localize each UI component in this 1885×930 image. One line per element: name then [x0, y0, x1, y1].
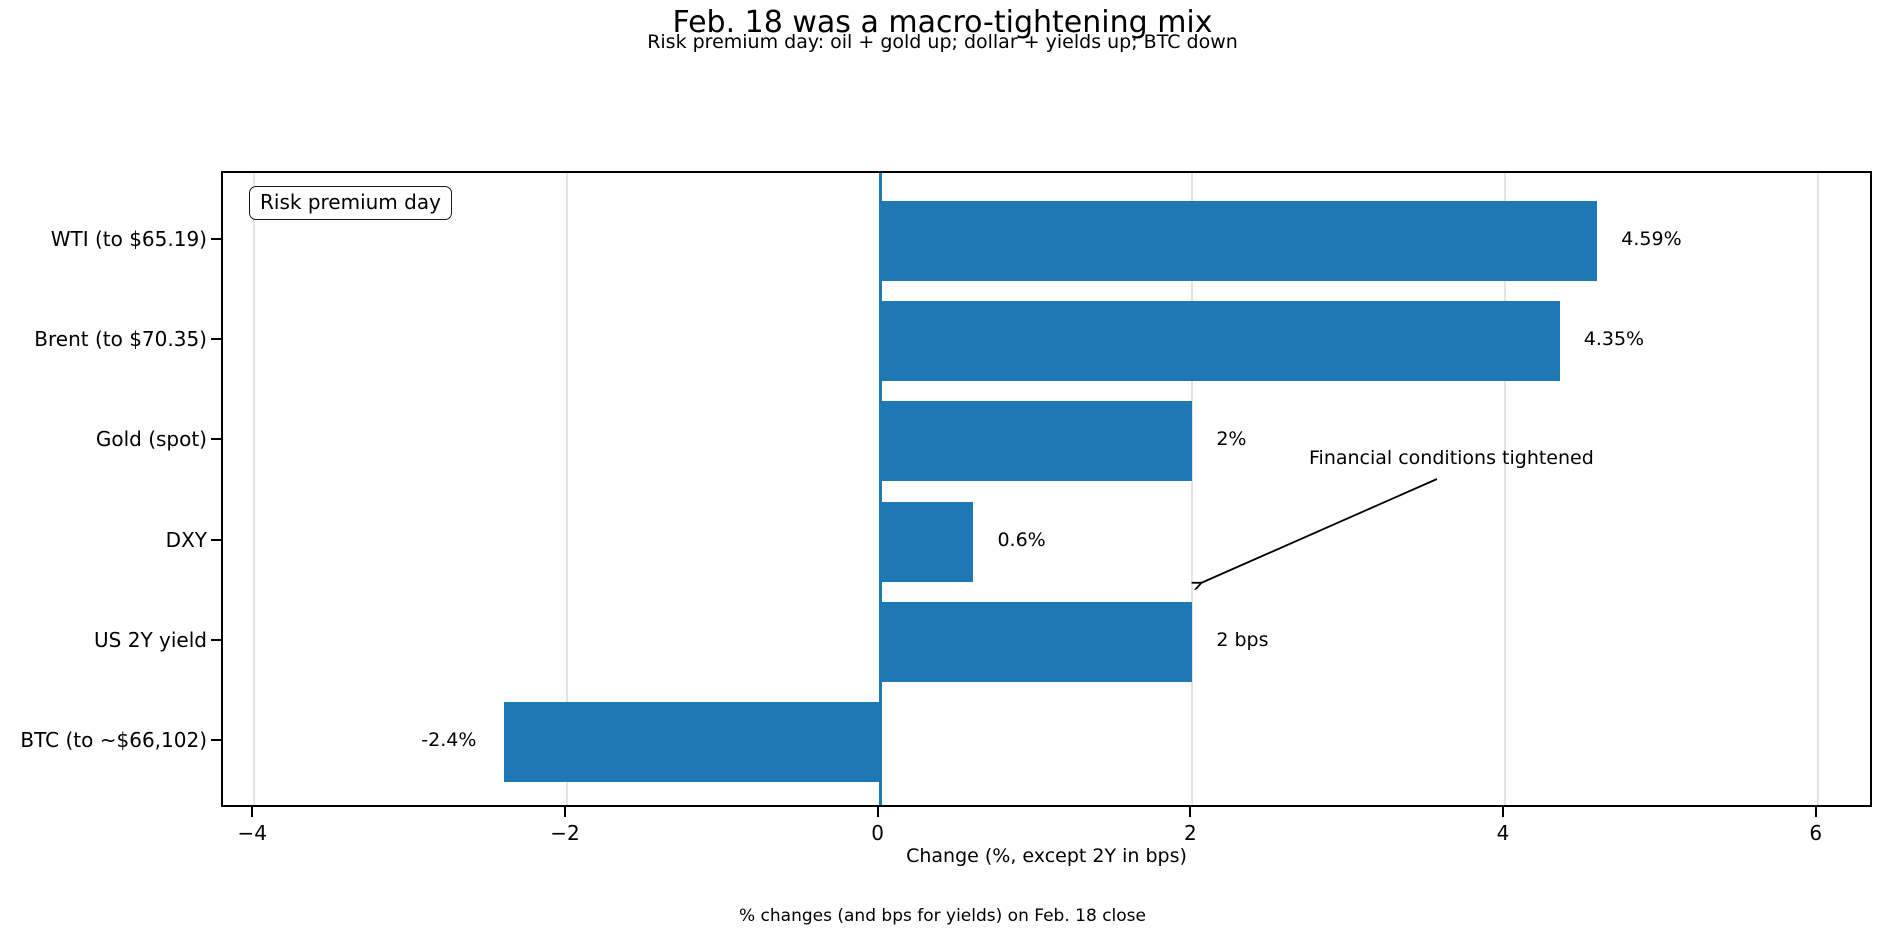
bar-value-label: 4.35% — [1583, 328, 1645, 351]
gridline — [1816, 173, 1819, 805]
x-tick-label: 4 — [1496, 821, 1510, 845]
x-tick-label: 2 — [1183, 821, 1197, 845]
legend-box: Risk premium day — [249, 186, 452, 220]
bar-0 — [879, 201, 1598, 281]
gridline — [253, 173, 256, 805]
y-category-label: WTI (to $65.19) — [50, 227, 207, 251]
plot-area: Risk premium day — [221, 171, 1872, 807]
y-tick-mark — [211, 638, 221, 641]
x-tick-mark — [876, 807, 879, 817]
bar-3 — [879, 501, 974, 582]
footnote-caption: % changes (and bps for yields) on Feb. 1… — [739, 906, 1146, 926]
legend-label: Risk premium day — [260, 190, 441, 214]
gridline — [1191, 173, 1194, 805]
x-tick-label: −4 — [237, 821, 267, 845]
x-tick-label: 0 — [871, 821, 884, 845]
y-category-label: Brent (to $70.35) — [34, 327, 207, 352]
y-tick-mark — [211, 739, 221, 741]
bar-1 — [879, 301, 1560, 382]
x-tick-mark — [563, 807, 566, 817]
bar-value-label: 2 bps — [1216, 628, 1269, 651]
bar-value-label: 2% — [1216, 428, 1247, 451]
gridline — [1504, 173, 1507, 805]
bar-2 — [879, 401, 1193, 482]
bar-value-label: -2.4% — [421, 729, 477, 751]
y-category-label: Gold (spot) — [95, 427, 207, 452]
x-tick-mark — [1502, 807, 1505, 817]
gridline — [565, 173, 568, 805]
bar-5 — [504, 702, 880, 782]
bar-value-label: 4.59% — [1621, 228, 1682, 250]
x-tick-mark — [251, 807, 254, 817]
x-tick-label: −2 — [550, 821, 580, 845]
zero-axis-line — [878, 173, 882, 805]
x-tick-label: 6 — [1809, 821, 1823, 845]
y-tick-mark — [211, 338, 221, 341]
x-tick-mark — [1189, 807, 1192, 817]
bar-value-label: 0.6% — [997, 528, 1046, 551]
x-tick-mark — [1814, 807, 1817, 817]
y-category-label: BTC (to ~$66,102) — [20, 728, 207, 752]
y-category-label: DXY — [165, 527, 207, 552]
bar-4 — [879, 601, 1193, 682]
y-tick-mark — [211, 238, 221, 240]
chart-subtitle: Risk premium day: oil + gold up; dollar … — [647, 31, 1238, 53]
y-tick-mark — [211, 438, 221, 441]
x-axis-label: Change (%, except 2Y in bps) — [906, 845, 1187, 867]
annotation-text: Financial conditions tightened — [1309, 447, 1594, 469]
y-tick-mark — [211, 538, 221, 541]
y-category-label: US 2Y yield — [94, 627, 207, 652]
chart-title: Feb. 18 was a macro-tightening mix — [672, 5, 1213, 40]
